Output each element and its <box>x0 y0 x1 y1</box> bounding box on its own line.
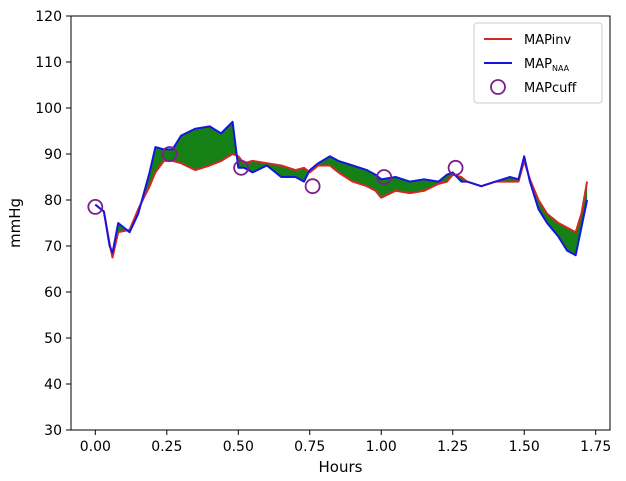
legend-label-subscript: NAA <box>552 64 570 73</box>
y-tick-label: 110 <box>35 55 62 71</box>
x-axis-ticks: 0.00 0.25 0.50 0.75 1.00 1.25 1.50 1.75 <box>80 430 611 455</box>
y-tick-label: 50 <box>44 331 62 347</box>
x-tick-label: 0.50 <box>223 439 254 455</box>
x-axis-label: Hours <box>319 458 363 476</box>
cuff-point <box>304 178 321 195</box>
legend-label-inv: MAPinv <box>524 33 572 48</box>
cuff-point <box>447 159 464 176</box>
y-tick-label: 90 <box>44 147 62 163</box>
cuff-point <box>233 159 250 176</box>
y-tick-label: 70 <box>44 239 62 255</box>
y-tick-label: 60 <box>44 285 62 301</box>
difference-fill-area <box>95 121 588 258</box>
series-line-mapnaa <box>94 120 589 257</box>
y-tick-label: 100 <box>35 101 62 117</box>
x-tick-label: 1.00 <box>366 439 397 455</box>
legend-label-cuff: MAPcuff <box>524 81 577 96</box>
x-tick-label: 1.50 <box>509 439 540 455</box>
y-tick-label: 40 <box>44 377 62 393</box>
x-tick-label: 0.75 <box>294 439 325 455</box>
y-axis-label: mmHg <box>6 198 24 248</box>
difference-fill-layer <box>95 121 588 258</box>
y-tick-label: 80 <box>44 193 62 209</box>
legend-box <box>473 22 603 104</box>
cuff-point <box>161 146 178 162</box>
legend-marker-mapcuff <box>490 79 506 95</box>
y-axis-ticks: 30 40 50 60 70 80 90 100 110 120 <box>35 9 71 439</box>
y-tick-label: 30 <box>44 423 62 439</box>
series-lines-layer <box>94 120 589 259</box>
y-tick-label: 120 <box>35 9 62 25</box>
cuff-point <box>376 169 393 185</box>
x-tick-label: 1.25 <box>437 439 468 455</box>
x-tick-label: 1.75 <box>580 439 611 455</box>
x-tick-label: 0.00 <box>80 439 111 455</box>
plot-frame <box>70 15 611 431</box>
cuff-points-layer <box>87 146 464 215</box>
cuff-point <box>87 198 104 215</box>
x-tick-label: 0.25 <box>151 439 182 455</box>
